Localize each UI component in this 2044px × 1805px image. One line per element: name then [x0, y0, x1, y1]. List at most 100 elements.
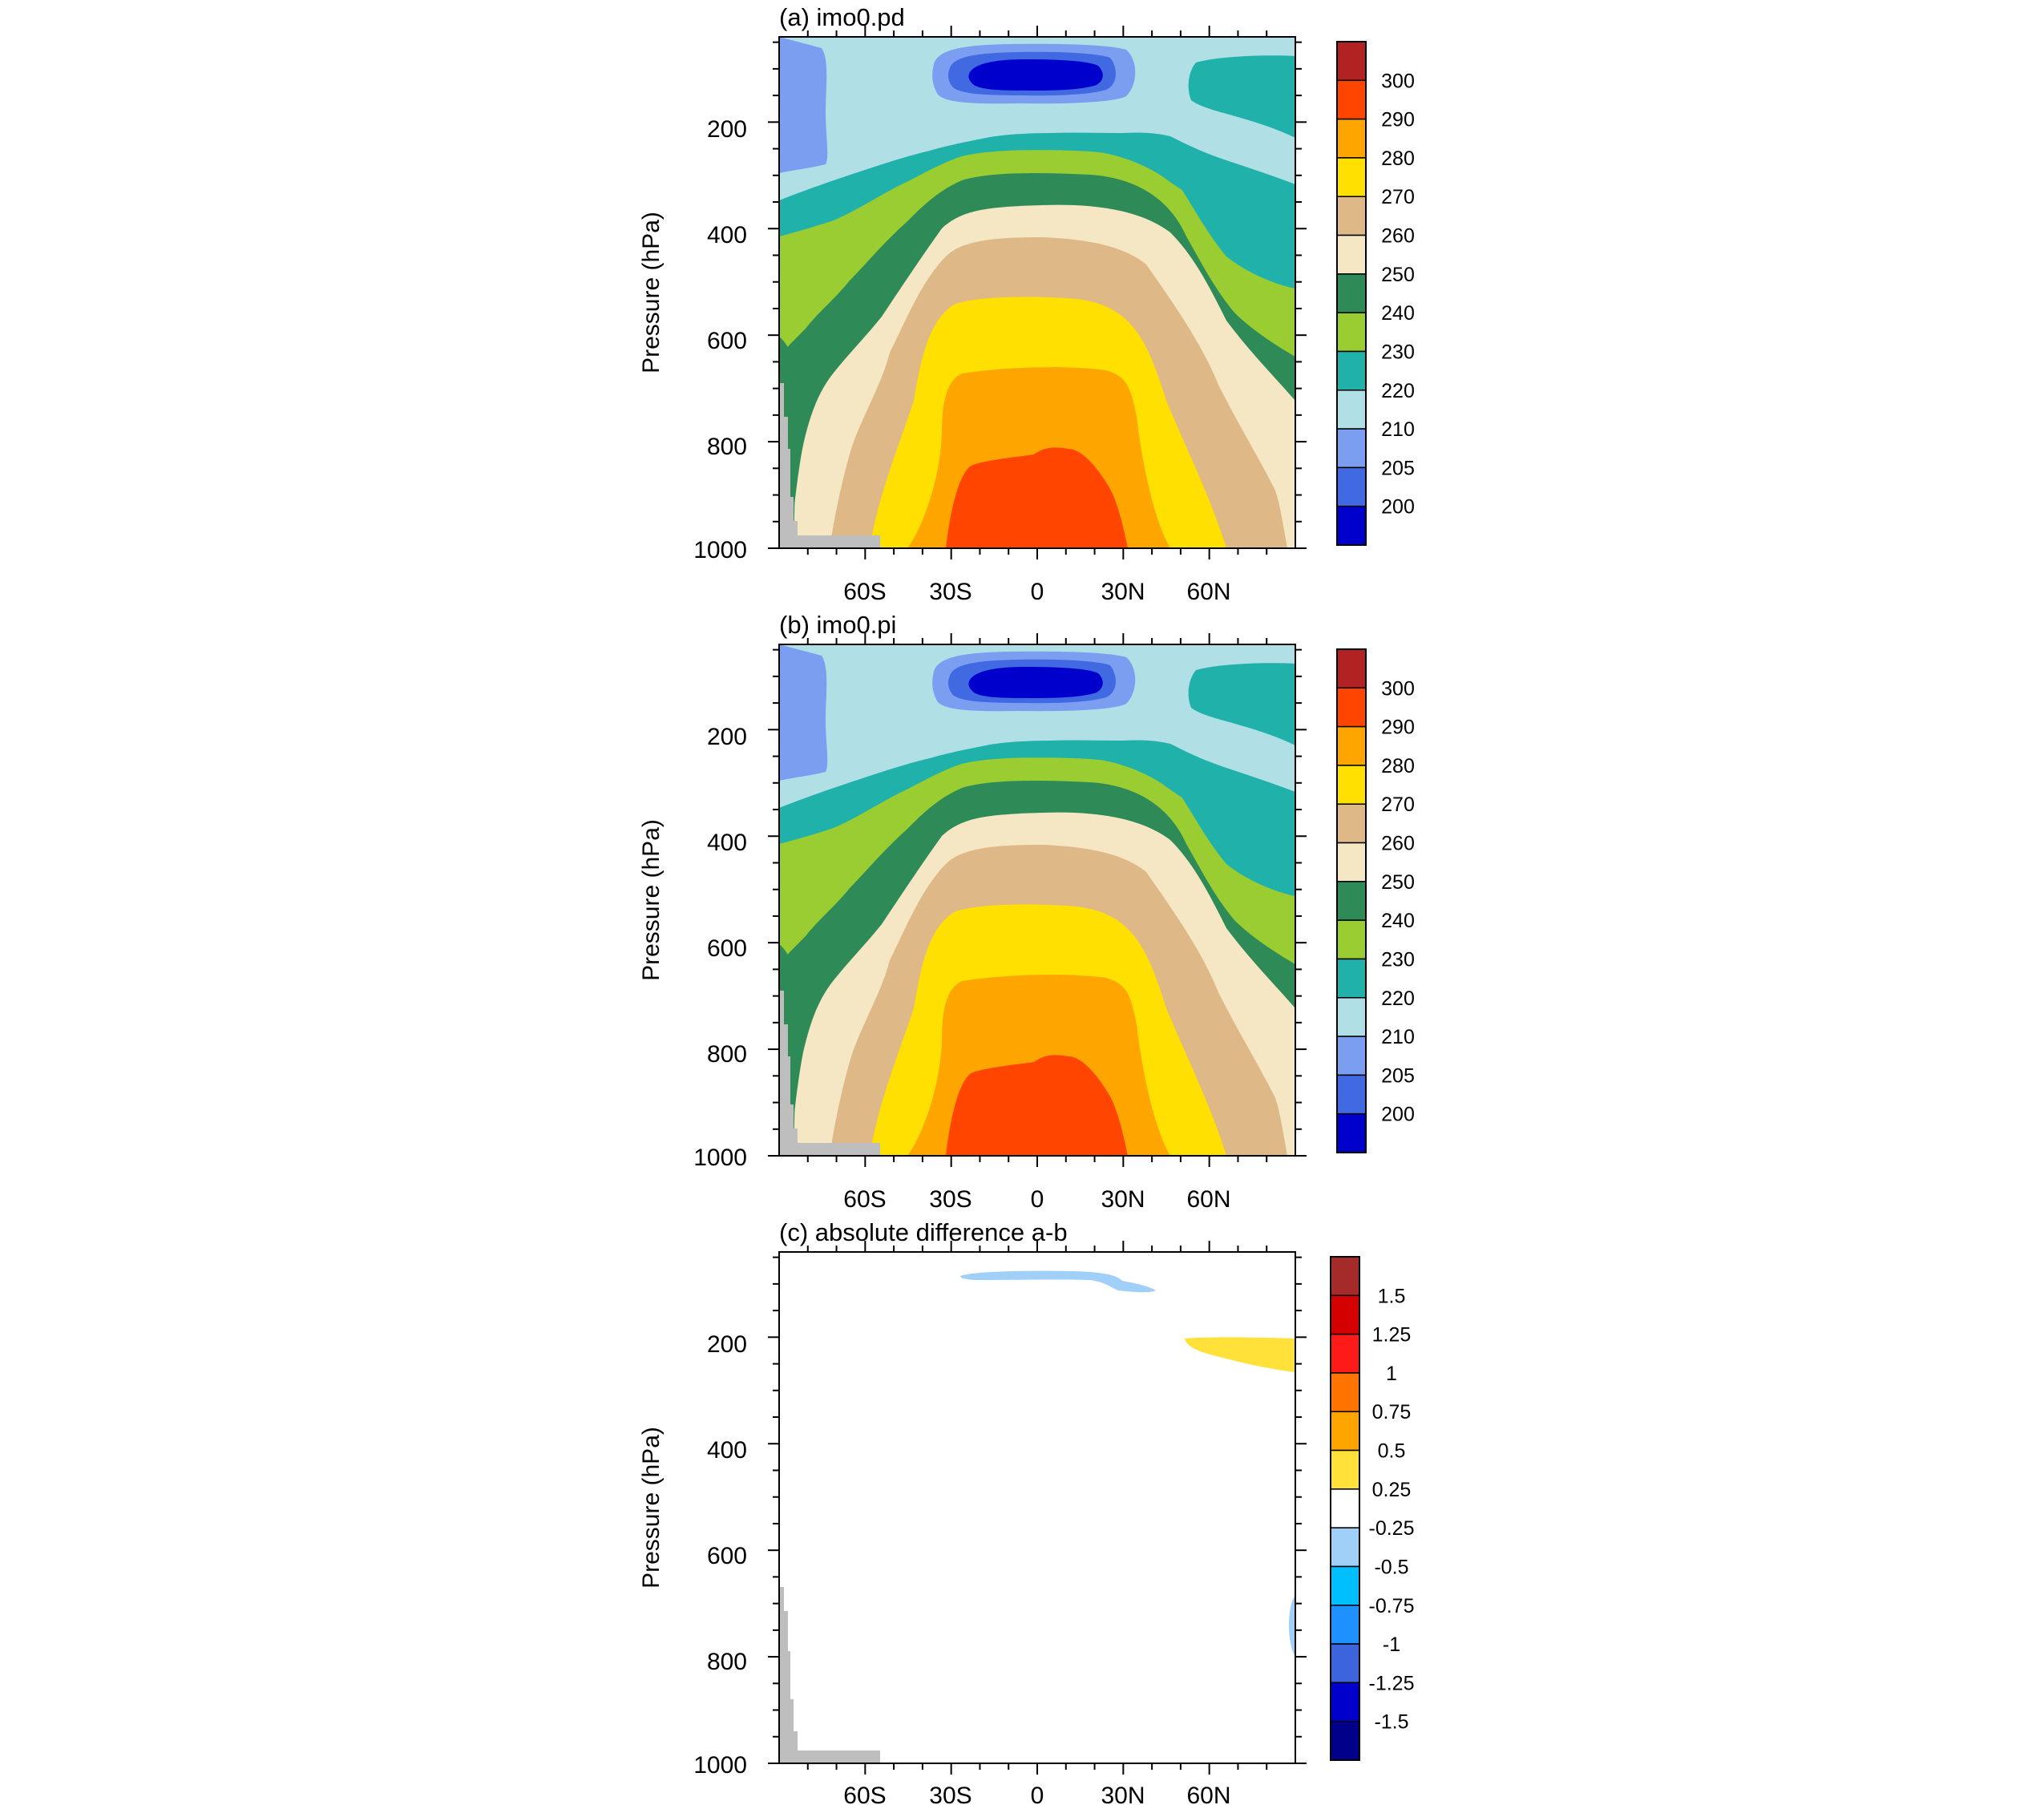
colorbar-box — [1336, 648, 1367, 689]
colorbar-label: 280 — [1381, 755, 1415, 777]
panel-c-contour-field — [779, 1252, 1295, 1763]
panel-a-contour-field — [779, 37, 1295, 548]
panel-b-ytick-800: 800 — [707, 1041, 747, 1068]
panel-c-xtick-30s: 30S — [929, 1783, 972, 1805]
colorbar-box — [1330, 1411, 1360, 1452]
colorbar-label: -0.25 — [1369, 1517, 1415, 1540]
panel-b-title: (b) imo0.pi — [779, 611, 896, 639]
panel-c-x-labels: 60S 30S 0 30N 60N — [843, 1783, 1230, 1805]
panel-c-bg — [779, 1252, 1295, 1763]
panel-c-ytick-400: 400 — [707, 1437, 747, 1464]
colorbar-box — [1336, 118, 1367, 159]
panel-b-colorbar: 300 290 280 270 260 250 240 230 220 210 205 200 — [1336, 648, 1415, 1153]
colorbar-box — [1336, 312, 1367, 353]
colorbar-box — [1336, 1112, 1367, 1153]
panel-b-ytick-400: 400 — [707, 830, 747, 856]
colorbar-box — [1330, 1449, 1360, 1490]
panel-c: (c) absolute difference a-b Pressure (hP… — [638, 1218, 1414, 1805]
colorbar-box — [1330, 1294, 1360, 1335]
panel-b-xtick-30n: 30N — [1101, 1186, 1145, 1213]
panel-b-ylabel: Pressure (hPa) — [638, 819, 665, 981]
colorbar-label: 240 — [1381, 910, 1415, 932]
panel-b-ticks — [768, 633, 1307, 1167]
colorbar-box — [1330, 1333, 1360, 1374]
panel-c-ytick-800: 800 — [707, 1649, 747, 1675]
panel-c-xtick-0: 0 — [1031, 1783, 1044, 1805]
panel-c-topo — [779, 1587, 880, 1763]
panel-a-band-210 — [779, 37, 1295, 200]
panel-c-xtick-60n: 60N — [1186, 1783, 1230, 1805]
panel-b-ytick-1000: 1000 — [693, 1145, 747, 1171]
colorbar-box — [1336, 765, 1367, 805]
colorbar-label: 220 — [1381, 987, 1415, 1010]
panel-b-patch-220-ne — [1188, 663, 1295, 745]
colorbar-label: 210 — [1381, 418, 1415, 441]
panel-b-xtick-30s: 30S — [929, 1186, 972, 1213]
panel-c-title: (c) absolute difference a-b — [779, 1218, 1068, 1246]
colorbar-label: 0.5 — [1378, 1440, 1406, 1463]
panel-c-pos-patch — [1185, 1337, 1295, 1372]
colorbar-frame — [1330, 1256, 1360, 1761]
panel-a-ylabel: Pressure (hPa) — [638, 212, 665, 374]
panel-c-neg-patch-right — [1289, 1595, 1295, 1656]
panel-b-ytick-600: 600 — [707, 935, 747, 962]
colorbar-label: 230 — [1381, 948, 1415, 971]
panel-b-cold-200-core — [968, 667, 1103, 698]
colorbar-box — [1336, 505, 1367, 546]
panel-c-ylabel: Pressure (hPa) — [638, 1427, 665, 1589]
colorbar-label: -1.5 — [1374, 1711, 1408, 1734]
colorbar-label: 260 — [1381, 833, 1415, 855]
colorbar-label: 200 — [1381, 496, 1415, 519]
colorbar-box — [1330, 1527, 1360, 1568]
colorbar-label: -0.75 — [1369, 1595, 1415, 1617]
colorbar-label: 1 — [1386, 1363, 1397, 1385]
colorbar-frame — [1336, 648, 1367, 1153]
colorbar-label: -1 — [1383, 1633, 1400, 1656]
panel-b-xtick-60s: 60S — [843, 1186, 886, 1213]
colorbar-label: 230 — [1381, 341, 1415, 363]
panel-a-patch-220-ne — [1188, 55, 1295, 138]
panel-a-ytick-1000: 1000 — [693, 537, 747, 563]
colorbar-label: 1.5 — [1378, 1285, 1406, 1307]
panel-b-topo — [779, 991, 880, 1156]
panel-c-xtick-60s: 60S — [843, 1783, 886, 1805]
panel-a-y-labels: 200 400 600 800 1000 — [693, 116, 747, 563]
colorbar-label: 270 — [1381, 186, 1415, 208]
colorbar-box — [1336, 725, 1367, 766]
panel-b-ytick-200: 200 — [707, 724, 747, 750]
colorbar-box — [1336, 1074, 1367, 1115]
panel-a-x-labels: 60S 30S 0 30N 60N — [843, 579, 1230, 605]
panel-b: (b) imo0.pi Pressure (hPa) — [638, 611, 1415, 1213]
colorbar-box — [1330, 1488, 1360, 1528]
colorbar-box — [1330, 1643, 1360, 1684]
colorbar-box — [1336, 390, 1367, 430]
colorbar-box — [1336, 919, 1367, 960]
panel-a-ytick-200: 200 — [707, 116, 747, 143]
panel-a-xtick-60n: 60N — [1186, 579, 1230, 605]
panel-c-ticks — [768, 1241, 1307, 1775]
colorbar-label: 205 — [1381, 457, 1415, 479]
colorbar-label: 240 — [1381, 302, 1415, 325]
panel-b-y-labels: 200 400 600 800 1000 — [693, 724, 747, 1171]
colorbar-box — [1336, 196, 1367, 236]
colorbar-box — [1336, 958, 1367, 999]
colorbar-box — [1336, 466, 1367, 507]
colorbar-label: 1.25 — [1372, 1324, 1412, 1347]
colorbar-label: 270 — [1381, 793, 1415, 816]
colorbar-box — [1330, 1372, 1360, 1412]
colorbar-box — [1336, 41, 1367, 82]
panel-c-neg-patch-top — [960, 1270, 1156, 1293]
panel-a-ytick-400: 400 — [707, 222, 747, 248]
colorbar-label: 250 — [1381, 871, 1415, 894]
colorbar-label: 0.25 — [1372, 1479, 1412, 1501]
colorbar-label: 0.75 — [1372, 1401, 1412, 1423]
panel-c-xtick-30n: 30N — [1101, 1783, 1145, 1805]
colorbar-box — [1336, 1036, 1367, 1076]
panel-b-xtick-60n: 60N — [1186, 1186, 1230, 1213]
panel-c-ytick-1000: 1000 — [693, 1752, 747, 1779]
colorbar-box — [1336, 687, 1367, 728]
colorbar-box — [1336, 997, 1367, 1037]
colorbar-box — [1336, 881, 1367, 921]
panel-b-x-labels: 60S 30S 0 30N 60N — [843, 1186, 1230, 1213]
panel-c-ytick-600: 600 — [707, 1543, 747, 1569]
